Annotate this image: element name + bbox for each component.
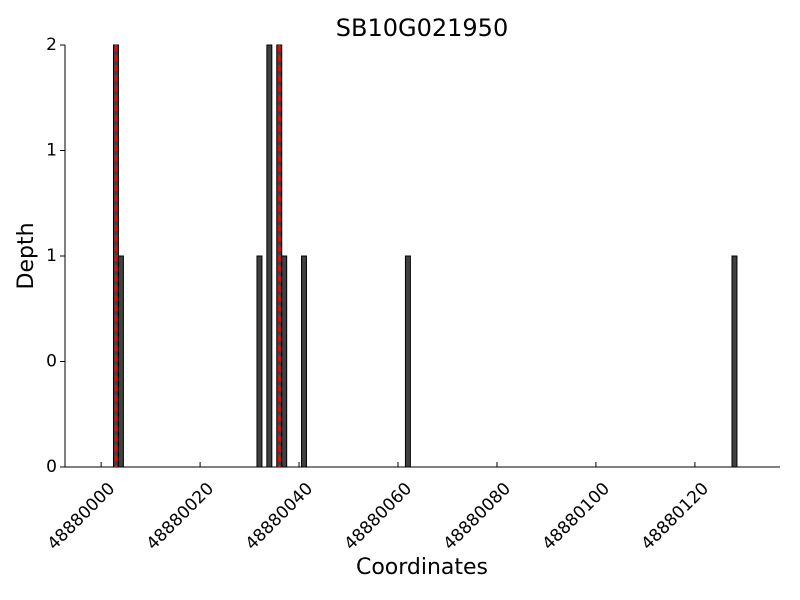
x-tick-label: 48880040 — [242, 479, 317, 554]
y-tick-label: 1 — [46, 246, 57, 266]
x-tick-label: 48880080 — [440, 479, 515, 554]
bar — [301, 255, 307, 468]
y-axis-label: Depth — [14, 222, 39, 289]
y-tick-label: 1 — [46, 141, 57, 161]
x-axis-label: Coordinates — [356, 555, 488, 580]
bar — [281, 255, 288, 468]
x-tick-label: 48880100 — [539, 479, 614, 554]
x-tick-label: 48880020 — [143, 479, 218, 554]
bar — [404, 255, 411, 468]
bar — [256, 255, 263, 468]
bar — [266, 44, 273, 468]
y-tick-label: 2 — [46, 35, 57, 55]
bar — [117, 255, 124, 468]
y-tick-label: 0 — [46, 457, 57, 477]
x-tick-label: 48880120 — [638, 479, 713, 554]
chart-title: SB10G021950 — [336, 14, 508, 42]
x-tick-label: 48880060 — [341, 479, 416, 554]
x-tick-label: 48880000 — [44, 479, 119, 554]
y-tick-label: 0 — [46, 352, 57, 372]
bar — [731, 255, 738, 468]
